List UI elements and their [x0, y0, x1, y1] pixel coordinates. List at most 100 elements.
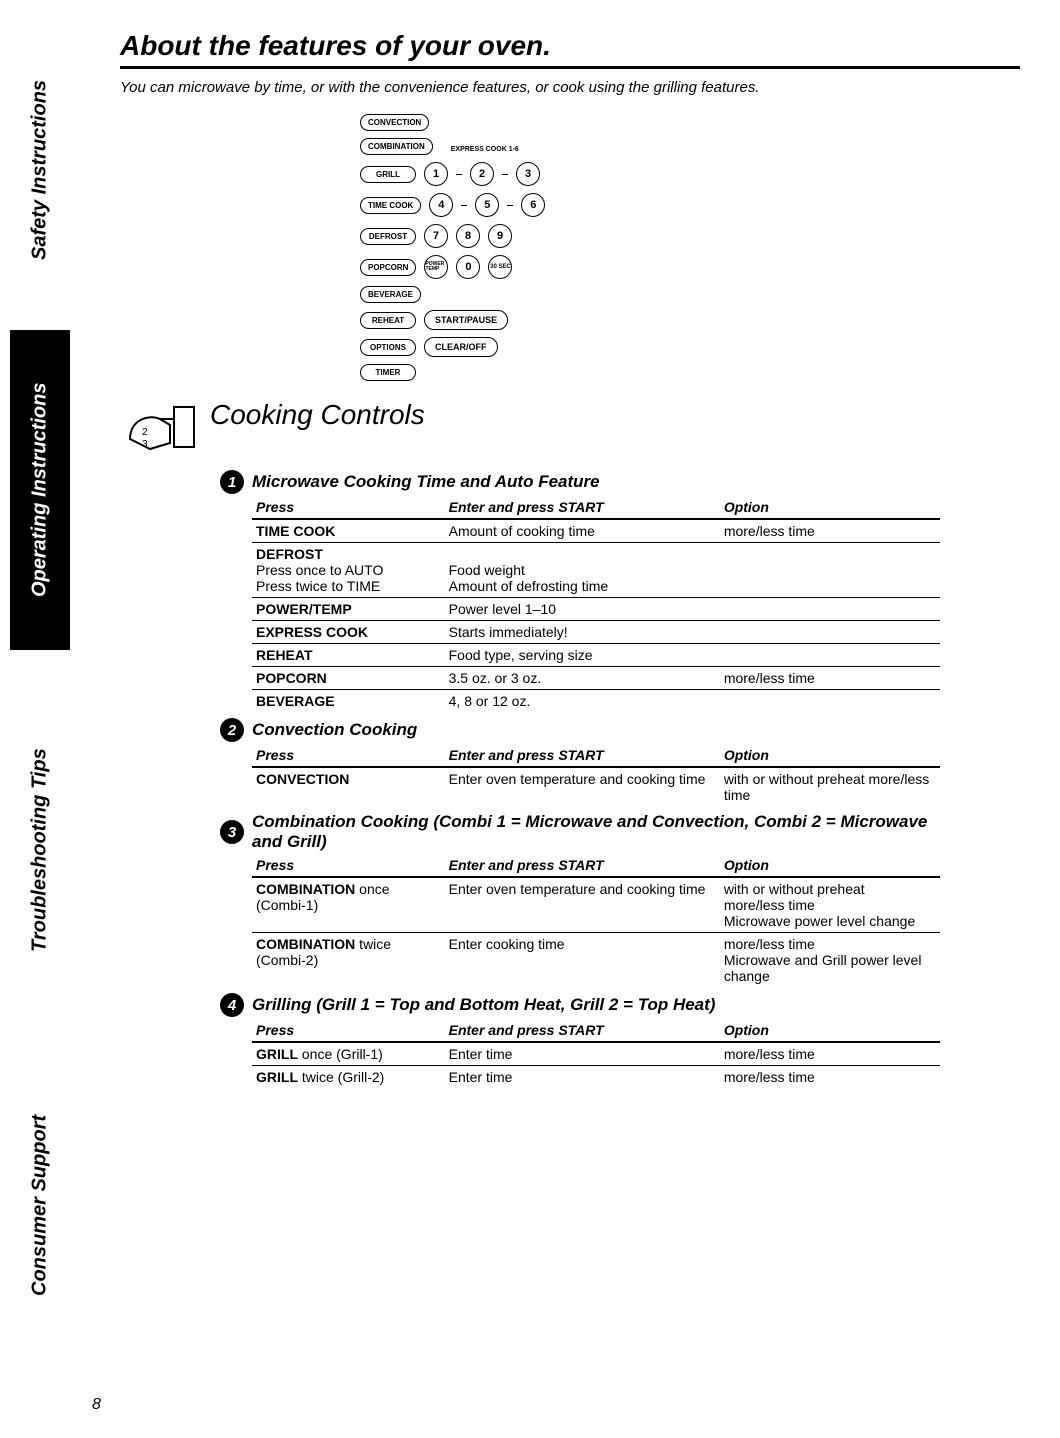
panel-btn-options: OPTIONS: [360, 339, 416, 356]
panel-btn-timecook: TIME COOK: [360, 197, 421, 214]
table-row: POPCORN3.5 oz. or 3 oz.more/less time: [252, 667, 940, 690]
table-cell: [720, 690, 940, 713]
page-subtitle: You can microwave by time, or with the c…: [120, 79, 1020, 96]
keypad-3: 3: [516, 162, 540, 186]
panel-btn-convection: CONVECTION: [360, 114, 429, 131]
table-cell: Food type, serving size: [445, 644, 720, 667]
table-cell: BEVERAGE: [252, 690, 445, 713]
table-cell: [720, 621, 940, 644]
section-title: Microwave Cooking Time and Auto Feature: [252, 472, 600, 492]
table-row: GRILL once (Grill-1)Enter timemore/less …: [252, 1042, 940, 1066]
table-cell: more/less time: [720, 519, 940, 543]
table-cell: 3.5 oz. or 3 oz.: [445, 667, 720, 690]
table-cell: DEFROSTPress once to AUTOPress twice to …: [252, 543, 445, 598]
section-bullet: 2: [220, 718, 244, 742]
table-cell: Amount of cooking time: [445, 519, 720, 543]
table-cell: [720, 644, 940, 667]
keypad-0: 0: [456, 255, 480, 279]
table-cell: COMBINATION twice (Combi-2): [252, 933, 445, 988]
table-header: Option: [720, 854, 940, 877]
keypad-1: 1: [424, 162, 448, 186]
table-cell: more/less time: [720, 1066, 940, 1089]
title-rule: [120, 66, 1020, 69]
table-cell: 4, 8 or 12 oz.: [445, 690, 720, 713]
feature-table: PressEnter and press STARTOptionCOMBINAT…: [252, 854, 940, 987]
express-cook-label: EXPRESS COOK 1-6: [451, 146, 519, 153]
keypad-4: 4: [429, 193, 453, 217]
feature-table: PressEnter and press STARTOptionCONVECTI…: [252, 744, 940, 806]
table-cell: more/less time: [720, 667, 940, 690]
table-cell: TIME COOK: [252, 519, 445, 543]
sidebar-tab: Troubleshooting Tips: [10, 700, 70, 1000]
feature-table: PressEnter and press STARTOptionGRILL on…: [252, 1019, 940, 1088]
cooking-controls-title: Cooking Controls: [210, 399, 1020, 431]
table-cell: more/less timeMicrowave and Grill power …: [720, 933, 940, 988]
keypad-5: 5: [475, 193, 499, 217]
table-header: Enter and press START: [445, 744, 720, 767]
table-cell: EXPRESS COOK: [252, 621, 445, 644]
section-header: 1Microwave Cooking Time and Auto Feature: [220, 470, 940, 494]
table-row: TIME COOKAmount of cooking timemore/less…: [252, 519, 940, 543]
svg-text:2: 2: [142, 427, 148, 438]
table-cell: GRILL once (Grill-1): [252, 1042, 445, 1066]
table-header: Press: [252, 496, 445, 519]
panel-btn-combination: COMBINATION: [360, 138, 433, 155]
table-header: Press: [252, 744, 445, 767]
control-panel-diagram: CONVECTION COMBINATION EXPRESS COOK 1-6 …: [360, 114, 1020, 381]
table-cell: with or without preheatmore/less timeMic…: [720, 877, 940, 933]
panel-btn-popcorn: POPCORN: [360, 259, 416, 276]
section-title: Combination Cooking (Combi 1 = Microwave…: [252, 812, 940, 852]
table-row: EXPRESS COOKStarts immediately!: [252, 621, 940, 644]
page-title: About the features of your oven.: [120, 30, 1020, 62]
panel-btn-timer: TIMER: [360, 364, 416, 381]
table-cell: GRILL twice (Grill-2): [252, 1066, 445, 1089]
hand-pointer-icon: 2 3: [120, 399, 200, 464]
panel-btn-start: START/PAUSE: [424, 310, 508, 330]
section-title: Grilling (Grill 1 = Top and Bottom Heat,…: [252, 995, 715, 1015]
table-row: COMBINATION once (Combi-1)Enter oven tem…: [252, 877, 940, 933]
section-header: 4 Grilling (Grill 1 = Top and Bottom Heat…: [220, 993, 940, 1017]
page-content: About the features of your oven. You can…: [120, 30, 1020, 1088]
section-header: 3Combination Cooking (Combi 1 = Microwav…: [220, 812, 940, 852]
table-cell: POWER/TEMP: [252, 598, 445, 621]
feature-table: PressEnter and press STARTOptionTIME COO…: [252, 496, 940, 712]
table-cell: COMBINATION once (Combi-1): [252, 877, 445, 933]
sidebar-tab: Safety Instructions: [10, 40, 70, 300]
table-header: Press: [252, 854, 445, 877]
sections: 1Microwave Cooking Time and Auto Feature…: [220, 470, 940, 1088]
keypad-8: 8: [456, 224, 480, 248]
table-header: Enter and press START: [445, 496, 720, 519]
panel-btn-reheat: REHEAT: [360, 312, 416, 329]
table-cell: Enter cooking time: [445, 933, 720, 988]
panel-btn-defrost: DEFROST: [360, 228, 416, 245]
keypad-power-temp: POWER TEMP: [424, 255, 448, 279]
table-row: POWER/TEMPPower level 1–10: [252, 598, 940, 621]
table-cell: Enter oven temperature and cooking time: [445, 767, 720, 806]
table-row: BEVERAGE4, 8 or 12 oz.: [252, 690, 940, 713]
table-cell: Starts immediately!: [445, 621, 720, 644]
cooking-controls-header: 2 3 Cooking Controls: [120, 399, 1020, 464]
keypad-6: 6: [521, 193, 545, 217]
keypad-30sec: 30 SEC: [488, 255, 512, 279]
table-row: REHEATFood type, serving size: [252, 644, 940, 667]
section-title: Convection Cooking: [252, 720, 417, 740]
sidebar-tab: Consumer Support: [10, 1070, 70, 1340]
section-bullet: 4: [220, 993, 244, 1017]
keypad-9: 9: [488, 224, 512, 248]
table-cell: Power level 1–10: [445, 598, 720, 621]
table-cell: more/less time: [720, 1042, 940, 1066]
table-cell: with or without preheat more/less time: [720, 767, 940, 806]
table-header: Option: [720, 744, 940, 767]
section-header: 2 Convection Cooking: [220, 718, 940, 742]
table-cell: POPCORN: [252, 667, 445, 690]
table-cell: [720, 598, 940, 621]
table-header: Enter and press START: [445, 854, 720, 877]
table-header: Option: [720, 1019, 940, 1042]
table-header: Enter and press START: [445, 1019, 720, 1042]
table-header: Option: [720, 496, 940, 519]
table-cell: Enter time: [445, 1066, 720, 1089]
table-header: Press: [252, 1019, 445, 1042]
panel-btn-clear: CLEAR/OFF: [424, 337, 498, 357]
panel-btn-beverage: BEVERAGE: [360, 286, 421, 303]
table-row: GRILL twice (Grill-2)Enter timemore/less…: [252, 1066, 940, 1089]
